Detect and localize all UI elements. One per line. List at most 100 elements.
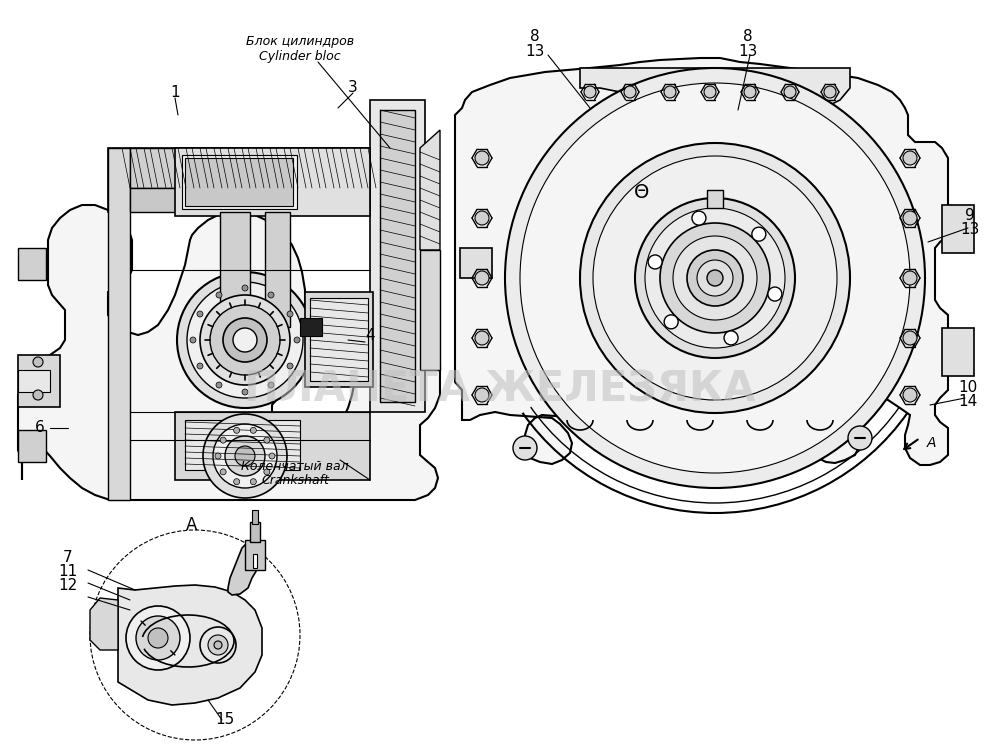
- Text: 15: 15: [215, 712, 235, 728]
- Circle shape: [200, 295, 290, 385]
- Circle shape: [250, 428, 256, 434]
- Circle shape: [216, 292, 222, 298]
- Bar: [18, 248, 46, 280]
- Circle shape: [707, 270, 723, 286]
- Text: Θ: Θ: [634, 183, 650, 201]
- Text: 13: 13: [738, 43, 758, 59]
- Circle shape: [505, 68, 925, 488]
- Circle shape: [223, 318, 267, 362]
- Bar: [130, 188, 420, 212]
- Polygon shape: [118, 585, 262, 705]
- Circle shape: [213, 424, 277, 488]
- Bar: [305, 292, 373, 387]
- Bar: [370, 100, 425, 412]
- Circle shape: [513, 436, 537, 460]
- Polygon shape: [108, 148, 420, 212]
- Circle shape: [664, 315, 678, 329]
- Bar: [18, 370, 50, 392]
- Circle shape: [214, 641, 222, 649]
- Circle shape: [215, 453, 221, 459]
- Bar: [460, 248, 492, 278]
- Circle shape: [234, 428, 240, 434]
- Bar: [130, 148, 420, 188]
- Circle shape: [136, 616, 180, 660]
- Circle shape: [580, 143, 850, 413]
- Circle shape: [220, 437, 226, 443]
- Circle shape: [203, 414, 287, 498]
- Circle shape: [697, 260, 733, 296]
- Circle shape: [269, 453, 275, 459]
- Circle shape: [475, 211, 489, 225]
- Circle shape: [744, 86, 756, 98]
- Circle shape: [220, 469, 226, 475]
- Text: 3: 3: [348, 80, 358, 95]
- Circle shape: [784, 86, 796, 98]
- Circle shape: [673, 236, 757, 320]
- Circle shape: [234, 479, 240, 485]
- Polygon shape: [108, 148, 130, 500]
- Circle shape: [724, 331, 738, 345]
- Circle shape: [287, 311, 293, 317]
- Circle shape: [287, 363, 293, 369]
- Circle shape: [624, 86, 636, 98]
- Circle shape: [242, 389, 248, 395]
- Polygon shape: [455, 58, 948, 465]
- Text: 7: 7: [63, 551, 73, 565]
- Text: ПЛАНЕТА ЖЕЛЕЗЯКА: ПЛАНЕТА ЖЕЛЕЗЯКА: [244, 369, 756, 411]
- Bar: [942, 205, 974, 253]
- Bar: [220, 212, 250, 327]
- Circle shape: [768, 287, 782, 301]
- Text: Crankshaft: Crankshaft: [261, 474, 329, 487]
- Bar: [265, 212, 290, 327]
- Circle shape: [635, 198, 795, 358]
- Circle shape: [294, 337, 300, 343]
- Circle shape: [692, 211, 706, 225]
- Circle shape: [268, 292, 274, 298]
- Circle shape: [903, 271, 917, 285]
- Bar: [310, 298, 368, 381]
- Circle shape: [216, 382, 222, 388]
- Circle shape: [648, 255, 662, 269]
- Text: 10: 10: [958, 381, 978, 396]
- Circle shape: [824, 86, 836, 98]
- Circle shape: [903, 388, 917, 402]
- Circle shape: [268, 382, 274, 388]
- Text: Коленчатый вал: Коленчатый вал: [241, 460, 349, 473]
- Text: 12: 12: [58, 579, 78, 594]
- Circle shape: [520, 83, 910, 473]
- Circle shape: [233, 328, 257, 352]
- Circle shape: [187, 282, 303, 398]
- Text: A: A: [927, 436, 936, 450]
- Text: 1: 1: [170, 84, 180, 100]
- Circle shape: [177, 272, 313, 408]
- Bar: [175, 148, 370, 216]
- Circle shape: [200, 627, 236, 663]
- Text: 13: 13: [525, 43, 545, 59]
- Bar: [253, 554, 257, 568]
- Circle shape: [475, 151, 489, 165]
- Circle shape: [664, 86, 676, 98]
- Circle shape: [242, 285, 248, 291]
- Polygon shape: [580, 68, 850, 118]
- Circle shape: [645, 208, 785, 348]
- Circle shape: [687, 250, 743, 306]
- Polygon shape: [228, 540, 262, 595]
- Text: 13: 13: [960, 223, 980, 238]
- Circle shape: [475, 388, 489, 402]
- Text: 14: 14: [958, 395, 978, 410]
- Circle shape: [197, 311, 203, 317]
- Bar: [185, 158, 293, 206]
- Circle shape: [752, 227, 766, 241]
- Circle shape: [197, 363, 203, 369]
- Circle shape: [584, 86, 596, 98]
- Circle shape: [475, 331, 489, 345]
- Polygon shape: [18, 205, 440, 500]
- Bar: [18, 430, 46, 462]
- Text: 6: 6: [35, 420, 45, 436]
- Circle shape: [225, 436, 265, 476]
- Bar: [942, 328, 974, 376]
- Circle shape: [593, 156, 837, 400]
- Circle shape: [903, 211, 917, 225]
- Text: 9: 9: [965, 208, 975, 223]
- Bar: [18, 355, 60, 407]
